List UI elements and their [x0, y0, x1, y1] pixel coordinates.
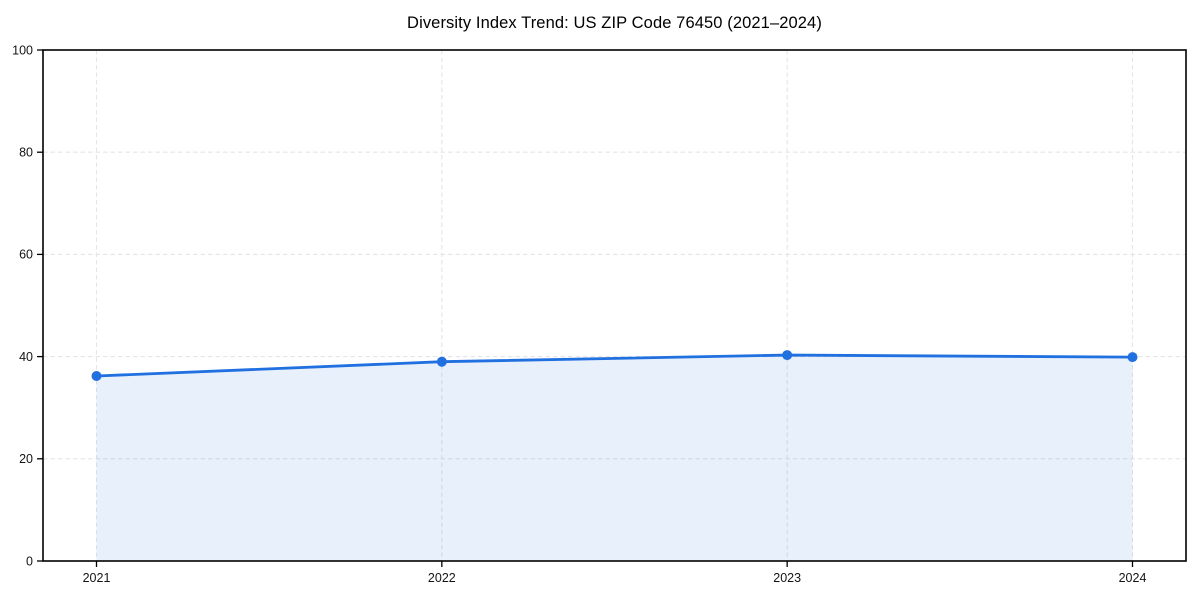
x-tick-label: 2023 [773, 571, 801, 585]
x-tick-label: 2022 [428, 571, 456, 585]
x-tick-label: 2021 [83, 571, 111, 585]
data-point [91, 371, 102, 382]
data-point [436, 356, 447, 367]
trend-line [95, 353, 1134, 378]
x-tick-label: 2024 [1119, 571, 1147, 585]
y-tick-label: 80 [19, 146, 33, 160]
chart-title: Diversity Index Trend: US ZIP Code 76450… [407, 14, 822, 32]
y-tick-label: 0 [26, 554, 33, 568]
plot-border [42, 49, 1187, 562]
area-fill [96, 355, 1133, 561]
y-tick-label: 20 [19, 452, 33, 466]
data-point [782, 350, 793, 361]
y-tick-label: 60 [19, 248, 33, 262]
y-tick-label: 100 [12, 43, 33, 57]
y-tick-label: 40 [19, 350, 33, 364]
data-point [1127, 352, 1138, 363]
